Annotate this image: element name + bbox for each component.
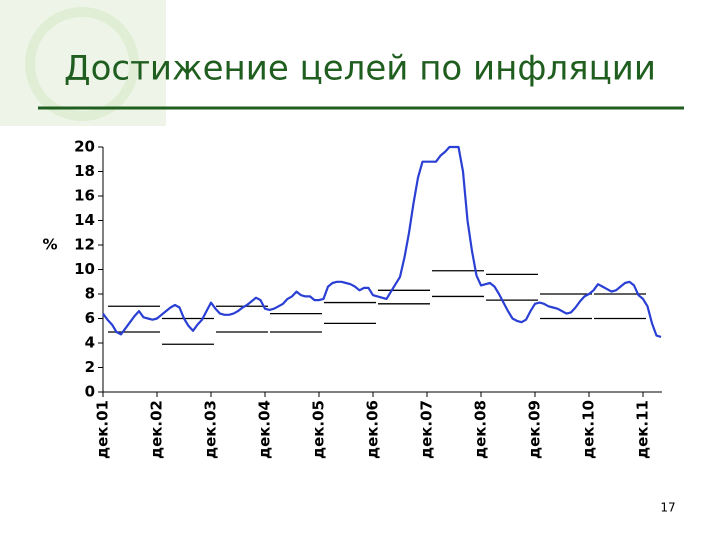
y-tick-label: 14 [74, 211, 95, 229]
y-tick-label: 10 [74, 260, 95, 278]
y-tick-label: 16 [74, 187, 95, 205]
y-tick-label: 12 [74, 236, 95, 254]
x-tick-label: дек.11 [634, 400, 652, 459]
logo-emblem [25, 7, 139, 121]
y-tick-label: 8 [85, 285, 95, 303]
x-tick-label: дек.01 [94, 400, 112, 459]
x-tick-label: дек.05 [310, 400, 328, 459]
x-tick-label: дек.04 [256, 400, 274, 459]
y-axis-label: % [42, 236, 57, 254]
y-tick-label: 20 [74, 138, 95, 156]
x-tick-label: дек.06 [364, 400, 382, 459]
y-tick-label: 0 [85, 383, 95, 401]
x-tick-label: дек.03 [202, 400, 220, 459]
x-tick-label: дек.07 [418, 400, 436, 459]
y-tick-label: 2 [85, 358, 95, 376]
slide-title: Достижение целей по инфляции [64, 49, 656, 89]
y-tick-label: 6 [85, 309, 95, 327]
x-tick-label: дек.02 [148, 400, 166, 459]
page-number: 17 [660, 501, 675, 515]
y-tick-label: 18 [74, 162, 95, 180]
x-tick-label: дек.08 [472, 400, 490, 459]
inflation-line [102, 145, 662, 338]
x-tick-label: дек.10 [580, 400, 598, 459]
y-tick-label: 4 [85, 334, 95, 352]
x-tick-label: дек.09 [526, 400, 544, 459]
